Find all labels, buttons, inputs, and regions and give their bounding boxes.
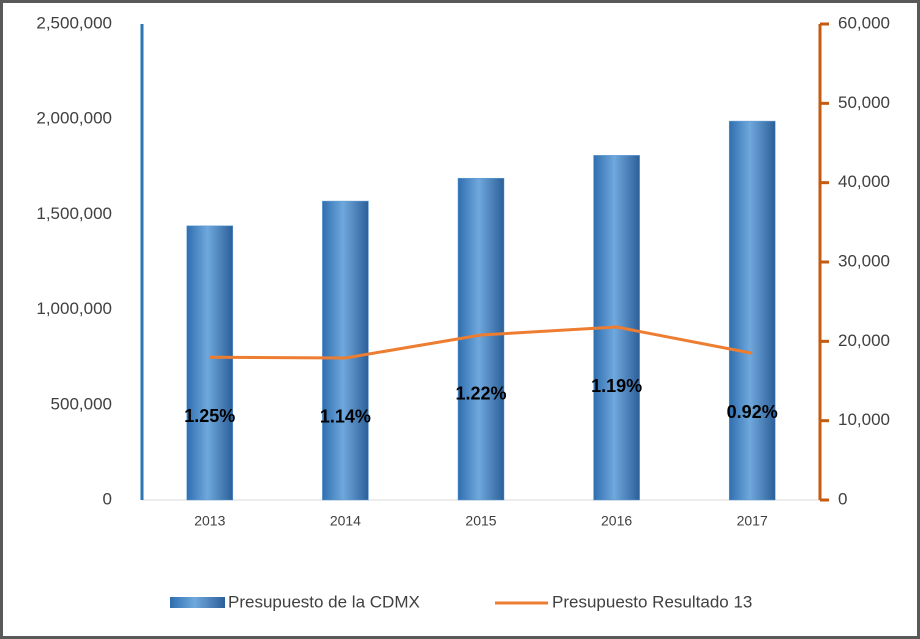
x-tick-label: 2014 [330,513,361,529]
annotation: 0.92% [727,402,778,422]
y2-tick-label: 40,000 [838,172,890,191]
annotation: 1.19% [591,376,642,396]
x-tick-label: 2015 [465,513,496,529]
y2-tick-label: 50,000 [838,93,890,112]
y2-tick-label: 30,000 [838,251,890,270]
legend-label: Presupuesto de la CDMX [228,592,420,611]
x-tick-label: 2013 [194,513,225,529]
y2-tick-label: 20,000 [838,331,890,350]
y-tick-label: 1,500,000 [36,204,112,223]
bar [728,120,776,501]
y-tick-label: 2,000,000 [36,109,112,128]
annotation: 1.25% [184,406,235,426]
x-tick-label: 2017 [737,513,768,529]
line [209,325,753,360]
y-tick-label: 500,000 [51,394,112,413]
y2-tick-label: 10,000 [838,410,890,429]
x-tick-label: 2016 [601,513,632,529]
y-tick-label: 2,500,000 [36,13,112,32]
legend-label: Presupuesto Resultado 13 [552,592,752,611]
y2-tick-label: 60,000 [838,13,890,32]
y2-tick-label: 0 [838,489,847,508]
annotation: 1.14% [320,407,371,427]
annotation: 1.22% [455,384,506,404]
y-tick-label: 1,000,000 [36,299,112,318]
bar [186,225,234,501]
y-tick-label: 0 [103,489,112,508]
bar [322,200,369,501]
legend-swatch [170,597,225,608]
